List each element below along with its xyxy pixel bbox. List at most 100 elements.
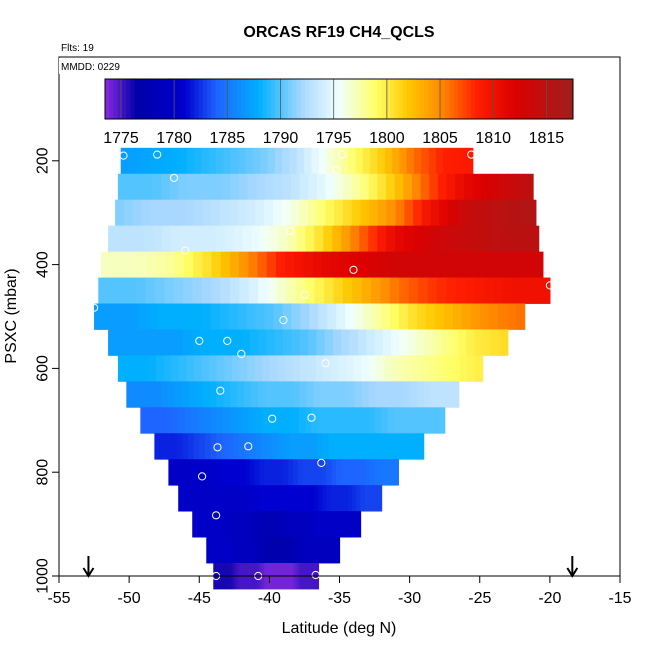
sample-circle xyxy=(279,316,288,325)
heat-cell xyxy=(211,251,222,278)
heat-cell xyxy=(322,485,328,512)
heat-cell xyxy=(457,225,468,253)
x-tick-label-neg25: -25 xyxy=(468,590,491,607)
sample-circle xyxy=(311,570,320,580)
heat-cell xyxy=(259,537,263,564)
heat-cell xyxy=(283,459,289,486)
colorbar-swatch xyxy=(381,79,387,119)
heat-cell xyxy=(333,433,341,460)
colorbar-swatch xyxy=(351,79,357,119)
heat-cell xyxy=(168,459,174,486)
heat-cell xyxy=(515,173,525,201)
colorbar-swatch xyxy=(317,79,323,119)
colorbar-tick-1775: 1775 xyxy=(103,130,139,147)
colorbar-tick-1780: 1780 xyxy=(156,130,192,147)
heat-cell xyxy=(432,251,443,278)
heat-cell xyxy=(297,511,302,538)
heat-cell xyxy=(399,147,408,175)
colorbar-swatch xyxy=(411,79,417,119)
heat-cell xyxy=(163,355,172,382)
heat-cell xyxy=(221,173,231,201)
heat-cell xyxy=(125,355,134,382)
heat-cell xyxy=(208,329,217,356)
heat-cell xyxy=(353,511,358,538)
heat-cell xyxy=(437,173,448,201)
heat-cell xyxy=(362,147,371,175)
heat-cell xyxy=(286,511,292,538)
heat-cell xyxy=(434,303,445,330)
heat-cell xyxy=(350,433,357,460)
heat-cell xyxy=(174,303,185,330)
heat-cell xyxy=(374,459,380,486)
heat-cell xyxy=(521,277,532,304)
heat-cell xyxy=(201,355,210,382)
sample-circle xyxy=(332,166,341,175)
heat-cell xyxy=(511,225,522,253)
heat-cell xyxy=(286,537,291,564)
heat-cell xyxy=(230,381,238,408)
heat-cell xyxy=(333,147,342,175)
heat-cell xyxy=(299,381,307,408)
heat-cell xyxy=(391,355,400,382)
heat-cell xyxy=(345,433,352,460)
heat-cell xyxy=(531,277,542,304)
colorbar-swatch xyxy=(173,79,178,119)
heat-cell xyxy=(299,199,309,227)
heat-cell xyxy=(120,303,131,330)
heat-cell xyxy=(347,381,356,408)
heat-cell xyxy=(247,537,252,564)
heat-cell xyxy=(481,173,491,201)
heat-cell xyxy=(384,147,393,175)
heat-cell xyxy=(207,485,213,512)
heat-cell xyxy=(264,459,270,486)
heat-cell xyxy=(467,355,476,382)
heat-cell xyxy=(167,199,178,227)
heat-cell xyxy=(182,459,189,486)
heat-cell xyxy=(213,511,218,538)
heat-cell xyxy=(126,173,136,201)
heat-cell xyxy=(414,355,423,382)
heat-cell xyxy=(384,459,390,486)
heat-cell xyxy=(506,303,517,330)
y-axis-label: PSXC (mbar) xyxy=(3,268,20,363)
sample-circle xyxy=(268,414,277,423)
heat-cell xyxy=(359,225,369,253)
heat-cell xyxy=(406,355,415,382)
heat-cell xyxy=(448,199,458,227)
heat-cell xyxy=(264,303,275,330)
heat-cell xyxy=(422,225,432,253)
heat-cell xyxy=(336,303,346,330)
heat-cell xyxy=(314,277,325,304)
heat-cell xyxy=(289,537,293,564)
colorbar-swatch xyxy=(207,79,212,119)
colorbar-swatch xyxy=(513,79,519,119)
colorbar-tick-1815: 1815 xyxy=(529,130,565,147)
heat-cell xyxy=(241,485,247,512)
heat-cell xyxy=(443,303,454,330)
colorbar-swatch xyxy=(126,79,132,119)
heat-cell xyxy=(451,381,460,408)
colorbar-swatch xyxy=(458,79,463,119)
sample-circle xyxy=(286,226,295,235)
heat-cell xyxy=(308,173,318,201)
colorbar-swatch xyxy=(224,79,229,119)
heat-cell xyxy=(305,433,313,460)
heat-cell xyxy=(287,225,298,253)
heat-cell xyxy=(249,433,256,460)
heat-cell xyxy=(475,225,486,253)
y-tick-label-600: 600 xyxy=(35,355,52,382)
colorbar-swatch xyxy=(300,79,306,119)
heat-cell xyxy=(291,303,301,330)
heat-cell xyxy=(260,433,268,460)
heat-cell xyxy=(515,303,526,330)
heat-cell xyxy=(177,459,184,486)
heat-cell xyxy=(274,329,284,356)
heat-cell xyxy=(147,303,158,330)
colorbar-swatch xyxy=(321,79,327,119)
heat-cell xyxy=(220,199,230,227)
heat-cell xyxy=(497,303,508,330)
heat-cell xyxy=(154,381,162,408)
heat-cell xyxy=(326,147,334,175)
heat-cell xyxy=(439,199,449,227)
colorbar-swatch xyxy=(356,79,361,119)
